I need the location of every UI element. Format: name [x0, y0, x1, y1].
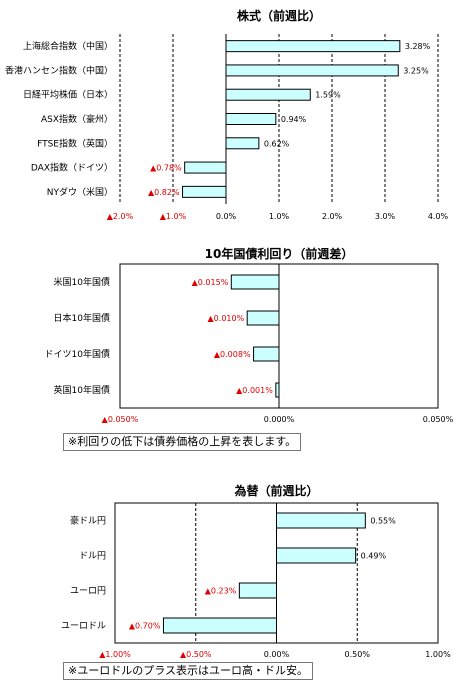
stocks-category-label: ASX指数（豪州） — [41, 113, 113, 125]
bonds-bar — [275, 382, 280, 398]
fx-category-label: ユーロドル — [61, 622, 106, 632]
fx-tick-label: 1.00% — [425, 650, 451, 659]
stocks-bar — [225, 137, 260, 150]
bonds-category-label: 日本10年国債 — [54, 312, 110, 324]
fx-value-label: ▲0.70% — [129, 622, 161, 631]
fx-category-label: ドル円 — [79, 551, 106, 562]
stocks-value-label: 3.28% — [405, 42, 431, 51]
bonds-value-label: ▲0.010% — [208, 314, 245, 323]
fx-bar — [276, 512, 366, 529]
stocks-value-label: 0.62% — [264, 139, 290, 148]
fx-value-label: ▲0.23% — [205, 587, 237, 596]
fx-bar — [238, 582, 277, 599]
bonds-category-label: 英国10年国債 — [54, 384, 110, 396]
stocks-value-label: ▲0.78% — [150, 164, 182, 173]
bonds-title: 10年国債利回り（前週差） — [205, 246, 354, 261]
fx-tick-label: 0.00% — [264, 650, 290, 659]
stocks-tick-label: ▲1.0% — [160, 212, 187, 221]
bonds-tick-label: 0.000% — [264, 415, 295, 424]
bonds-category-label: ドイツ10年国債 — [45, 348, 110, 360]
stocks-category-label: 日経平均株価（日本） — [23, 89, 113, 101]
stocks-title: 株式（前週比） — [237, 8, 321, 23]
stocks-category-label: 上海総合指数（中国） — [23, 40, 113, 52]
fx-value-label: 0.55% — [370, 517, 396, 526]
bonds-bar — [246, 310, 280, 326]
bonds-tick-label: ▲0.050% — [102, 415, 139, 424]
fx-tick-label: ▲1.00% — [99, 650, 131, 659]
bonds-tick-label: 0.050% — [423, 415, 454, 424]
stocks-value-label: ▲0.82% — [148, 188, 180, 197]
bond-note: ※利回りの低下は債券価格の上昇を表します。 — [63, 433, 302, 451]
fx-bar — [276, 547, 357, 564]
stocks-tick-label: 2.0% — [322, 212, 343, 221]
bonds-category-label: 米国10年国債 — [54, 276, 110, 288]
stocks-tick-label: 4.0% — [428, 212, 449, 221]
fx-bar — [162, 617, 277, 634]
stocks-bar — [225, 40, 401, 53]
stocks-bar — [225, 64, 399, 77]
bonds-value-label: ▲0.008% — [214, 350, 251, 359]
stocks-tick-label: 0.0% — [216, 212, 237, 221]
fx-category-label: ユーロ円 — [70, 586, 106, 597]
stocks-value-label: 3.25% — [403, 66, 429, 75]
stocks-category-label: DAX指数（ドイツ） — [31, 162, 113, 174]
stocks-bar — [225, 88, 311, 101]
bonds-bar — [230, 274, 280, 290]
stocks-bar — [225, 113, 277, 125]
stocks-tick-label: ▲2.0% — [107, 212, 134, 221]
stocks-tick-label: 3.0% — [375, 212, 396, 221]
bonds-bar — [253, 346, 280, 362]
fx-category-label: 豪ドル円 — [70, 515, 106, 527]
fx-title: 為替（前週比） — [234, 483, 318, 498]
fx-tick-label: ▲0.50% — [180, 650, 212, 659]
bonds-value-label: ▲0.015% — [192, 278, 229, 287]
stocks-category-label: FTSE指数（英国） — [37, 137, 113, 149]
stocks-value-label: 1.59% — [315, 91, 341, 100]
stocks-category-label: NYダウ（米国） — [47, 186, 113, 198]
stocks-category-label: 香港ハンセン指数（中国） — [5, 64, 113, 76]
fx-tick-label: 0.50% — [345, 650, 371, 659]
stocks-value-label: 0.94% — [281, 115, 307, 124]
stocks-bar — [182, 185, 227, 198]
fx-note: ※ユーロドルのプラス表示はユーロ高・ドル安。 — [63, 662, 313, 680]
stocks-bar — [184, 161, 227, 174]
bonds-value-label: ▲0.001% — [236, 386, 273, 395]
stocks-tick-label: 1.0% — [269, 212, 290, 221]
fx-value-label: 0.49% — [361, 552, 387, 561]
